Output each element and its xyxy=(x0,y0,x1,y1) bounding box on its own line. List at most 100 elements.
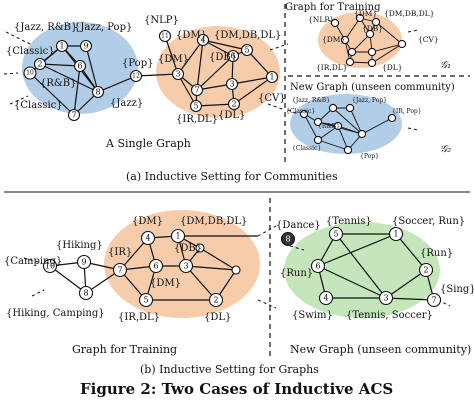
svg-text:5: 5 xyxy=(193,102,198,111)
panel-b-training-graph: 10 9 8 7 4 1 6 3 5 2 {Hiking} {Camping} … xyxy=(4,210,277,356)
b-label-dm-db-dl: {DM,DB,DL} xyxy=(180,216,247,227)
label-dl: {DL} xyxy=(218,110,245,121)
train-label-nlp: {NLP} xyxy=(308,15,334,24)
c-label-tennis: {Tennis} xyxy=(326,216,372,227)
node-a-db: 6 xyxy=(226,49,240,63)
node-c6: 6 xyxy=(310,258,326,274)
label-jazz: {Jazz} xyxy=(110,98,143,109)
node-b5: 5 xyxy=(138,292,154,308)
svg-text:5: 5 xyxy=(333,230,338,239)
svg-text:4: 4 xyxy=(145,234,150,243)
svg-text:10: 10 xyxy=(45,262,55,271)
node-b3: 3 xyxy=(178,258,194,274)
svg-text:2: 2 xyxy=(423,266,428,275)
g1-symbol: 𝒢₁ xyxy=(440,60,451,71)
svg-text:3: 3 xyxy=(229,80,234,89)
panel-a-single-graph: 1 2 10 9 6 8 7 12 11 3 4 5 6 7 3 5 2 1 {… xyxy=(3,15,289,150)
svg-text:1: 1 xyxy=(59,42,64,51)
label-rb: {R&B} xyxy=(40,78,77,89)
node-b4: 4 xyxy=(140,230,156,246)
train-label-dl: {DL} xyxy=(382,63,403,72)
label-jazz-rb: {Jazz, R&B} xyxy=(14,22,77,33)
node-a5: 5 xyxy=(240,43,254,57)
svg-text:7: 7 xyxy=(71,111,76,120)
node-c4: 4 xyxy=(318,290,334,306)
panel-a-new-graph: New Graph (unseen community) {Jazz, R&B}… xyxy=(286,82,455,160)
node-b2: 2 xyxy=(208,292,224,308)
svg-text:7: 7 xyxy=(117,266,122,275)
b-label-ir-dl: {IR,DL} xyxy=(118,312,160,323)
c-label-dance: {Dance} xyxy=(276,220,321,231)
svg-text:7: 7 xyxy=(431,296,436,305)
new-label-ir-pop: {IR, Pop} xyxy=(392,108,422,115)
new-label-classic2: {Classic} xyxy=(292,145,321,152)
svg-text:8: 8 xyxy=(95,88,100,97)
b-label-camping: {Camping} xyxy=(4,256,62,267)
new-graph-title-a: New Graph (unseen community) xyxy=(290,82,455,93)
node-c7: 7 xyxy=(426,292,442,308)
svg-text:6: 6 xyxy=(315,262,320,271)
label-classic-bottom: {Classic} xyxy=(14,100,63,111)
g2-symbol: 𝒢₂ xyxy=(440,144,451,155)
svg-text:6: 6 xyxy=(77,62,82,71)
node-c3: 3 xyxy=(378,290,394,306)
label-jazz-pop: {Jazz, Pop} xyxy=(74,22,132,33)
train-label-dm: {DM} xyxy=(354,9,377,18)
new-label-classic: {Classic} xyxy=(286,108,315,115)
train-label-dm-db-dl: {DM,DB,DL} xyxy=(384,9,435,18)
svg-text:6: 6 xyxy=(230,52,235,61)
panel-b-new-graph: 8 5 1 6 2 4 3 7 {Dance} {Tennis} {Soccer… xyxy=(276,216,474,356)
c-label-swim: {Swim} xyxy=(292,310,333,321)
node-a3: 3 xyxy=(171,67,185,81)
node-a-dm: 7 xyxy=(190,83,204,97)
label-cv: {CV} xyxy=(258,93,286,104)
svg-text:9: 9 xyxy=(83,42,88,51)
b-label-dm-top: {DM} xyxy=(132,216,163,227)
svg-text:8: 8 xyxy=(83,289,88,298)
svg-text:6: 6 xyxy=(153,262,158,271)
svg-text:4: 4 xyxy=(200,36,205,45)
single-graph-caption: A Single Graph xyxy=(105,137,191,150)
svg-text:1: 1 xyxy=(175,232,180,241)
b-new-graph-caption: New Graph (unseen community) xyxy=(290,343,471,356)
node-b9: 9 xyxy=(76,254,92,270)
b-label-dl: {DL} xyxy=(204,312,231,323)
node-c2: 2 xyxy=(418,262,434,278)
svg-text:3: 3 xyxy=(183,262,188,271)
c-label-run-right: {Run} xyxy=(420,248,453,259)
node-b7: 7 xyxy=(112,262,128,278)
label-db: {DB} xyxy=(209,52,237,63)
b-label-hiking: {Hiking} xyxy=(56,240,103,251)
svg-text:10: 10 xyxy=(26,70,34,77)
label-pop: {Pop} xyxy=(122,58,153,69)
svg-text:5: 5 xyxy=(143,296,148,305)
c-label-sing: {Sing} xyxy=(440,284,474,295)
label-dm-top: {DM} xyxy=(176,30,207,41)
node-a9: 9 xyxy=(79,39,93,53)
node-b6: 6 xyxy=(148,258,164,274)
node-a-cv: 1 xyxy=(265,70,279,84)
svg-text:8: 8 xyxy=(285,235,290,244)
label-nlp: {NLP} xyxy=(144,15,179,26)
node-c5: 5 xyxy=(328,226,344,242)
node-a8: 8 xyxy=(91,85,105,99)
node-c8: 8 xyxy=(280,231,296,247)
caption-a: (a) Inductive Setting for Communities xyxy=(126,170,338,183)
svg-text:7: 7 xyxy=(194,86,199,95)
svg-text:2: 2 xyxy=(37,60,42,69)
label-dm-db-dl: {DM,DB,DL} xyxy=(214,30,281,41)
new-label-jazz-pop: {Jazz, Pop} xyxy=(352,97,387,104)
svg-text:1: 1 xyxy=(393,230,398,239)
svg-text:12: 12 xyxy=(132,73,140,80)
node-a4: 4 xyxy=(196,33,210,47)
node-a-irdl: 5 xyxy=(189,99,203,113)
label-dm-mid: {DM} xyxy=(158,54,189,65)
node-a-mid: 3 xyxy=(225,77,239,91)
node-b1: 1 xyxy=(170,228,186,244)
label-classic-top: {Classic} xyxy=(6,46,55,57)
node-a6: 6 xyxy=(73,59,87,73)
train-label-cv: {CV} xyxy=(418,35,439,44)
b-label-hiking-camping: {Hiking, Camping} xyxy=(6,308,105,319)
svg-text:3: 3 xyxy=(175,70,180,79)
